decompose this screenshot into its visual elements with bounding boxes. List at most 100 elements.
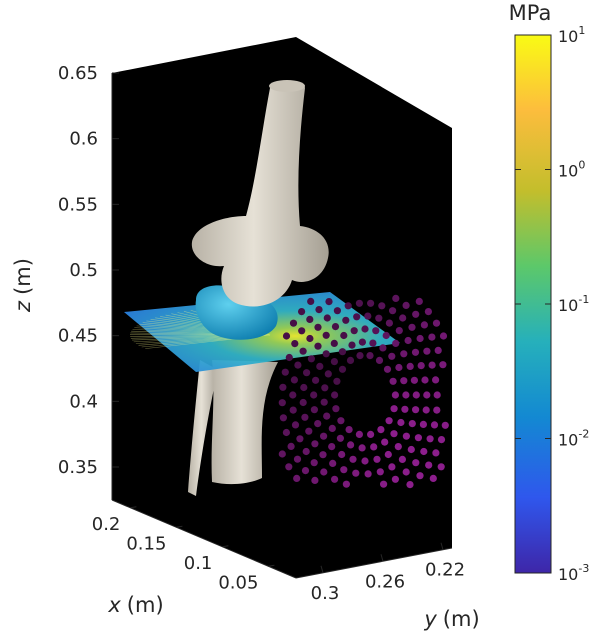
transducer-element	[310, 391, 318, 399]
transducer-element	[306, 315, 314, 323]
transducer-element	[332, 405, 340, 413]
y-axis-ticks: 0.3 0.26 0.22	[311, 542, 465, 604]
y-axis-title: y (m)	[423, 607, 479, 631]
transducer-element	[285, 353, 293, 362]
y-axis-var: y	[423, 607, 437, 631]
transducer-element	[296, 435, 304, 443]
transducer-element	[333, 307, 341, 315]
x-tick-mark	[176, 525, 183, 528]
x-axis-unit: (m)	[127, 593, 164, 617]
y-axis-unit: (m)	[443, 607, 480, 631]
transducer-element	[428, 361, 436, 369]
transducer-element	[322, 331, 330, 339]
x-tick-mark	[222, 545, 229, 548]
svg-text:z(m): z (m)	[11, 258, 35, 313]
transducer-element	[356, 352, 364, 360]
transducer-element	[372, 327, 380, 335]
transducer-element	[390, 430, 398, 438]
transducer-element	[406, 362, 414, 370]
transducer-element	[331, 323, 340, 331]
transducer-element	[367, 430, 375, 438]
transducer-element	[289, 319, 298, 327]
transducer-element	[344, 302, 352, 310]
transducer-element	[379, 344, 387, 352]
transducer-element	[311, 476, 319, 484]
transducer-element	[384, 450, 392, 459]
transducer-element	[424, 308, 432, 316]
transducer-element	[330, 339, 338, 347]
colorbar-tick-label: 100	[558, 159, 585, 181]
transducer-element	[328, 443, 336, 451]
transducer-element	[282, 428, 290, 437]
transducer-element	[342, 480, 350, 488]
transducer-element	[293, 455, 302, 463]
transducer-element	[369, 339, 377, 347]
transducer-element	[378, 302, 386, 310]
transducer-element	[358, 338, 366, 346]
y-tick-label: 0.22	[425, 560, 465, 581]
transducer-element	[430, 421, 439, 429]
transducer-element	[432, 319, 441, 327]
transducer-element	[420, 447, 428, 456]
transducer-element	[412, 459, 420, 467]
transducer-element	[437, 436, 446, 444]
transducer-element	[333, 377, 341, 385]
transducer-element	[373, 455, 381, 463]
transducer-element	[302, 447, 310, 456]
x-tick-mark	[130, 506, 137, 509]
fibula-bone	[188, 360, 218, 496]
transducer-element	[291, 340, 299, 348]
transducer-element	[315, 306, 323, 314]
transducer-element	[279, 414, 287, 422]
z-tick-label: 0.65	[58, 63, 98, 84]
z-axis-ticks: 0.35 0.4 0.45 0.5 0.55 0.6 0.65	[58, 63, 119, 478]
transducer-element	[350, 327, 358, 335]
transducer-element	[402, 432, 410, 440]
z-tick-label: 0.35	[58, 457, 98, 478]
transducer-element	[361, 325, 369, 333]
transducer-element	[410, 376, 418, 384]
transducer-element	[314, 323, 322, 331]
colorbar-tick-label: 10-2	[558, 428, 589, 450]
x-axis-line	[111, 499, 297, 579]
transducer-element	[349, 455, 357, 463]
transducer-element	[366, 352, 374, 360]
transducer-element	[336, 434, 344, 442]
transducer-element	[423, 347, 431, 355]
transducer-element	[433, 391, 441, 399]
transducer-element	[394, 443, 402, 451]
x-axis-ticks: 0.050.1 0.150.2	[92, 506, 275, 593]
x-tick-label: 0.15	[126, 533, 166, 554]
transducer-element	[425, 461, 433, 469]
transducer-element	[329, 459, 337, 467]
colorbar-tick-label: 10-3	[558, 562, 589, 584]
transducer-element	[322, 350, 330, 358]
transducer-element	[429, 474, 437, 482]
x-tick-label: 0.2	[92, 514, 121, 535]
transducer-element	[423, 391, 431, 399]
transducer-element	[402, 301, 410, 309]
transducer-element	[301, 413, 309, 421]
transducer-element	[352, 469, 360, 477]
transducer-element	[291, 421, 300, 429]
femur-bone	[191, 82, 329, 307]
transducer-element	[348, 341, 356, 349]
transducer-element	[287, 442, 295, 450]
transducer-element	[383, 365, 392, 373]
colorbar-ticks: 10-3 10-2 10-1 100 101	[515, 24, 589, 584]
transducer-element	[399, 314, 407, 322]
transducer-element	[316, 362, 324, 370]
transducer-element	[439, 361, 447, 369]
transducer-element	[398, 455, 406, 463]
transducer-element	[364, 312, 372, 320]
transducer-element	[417, 362, 425, 370]
transducer-element	[320, 398, 328, 406]
transducer-element	[338, 365, 347, 373]
transducer-element	[279, 383, 287, 391]
z-tick-label: 0.5	[69, 260, 98, 281]
transducer-element	[385, 319, 393, 327]
transducer-element	[298, 308, 306, 316]
transducer-element	[380, 480, 388, 488]
transducer-element	[437, 463, 445, 471]
